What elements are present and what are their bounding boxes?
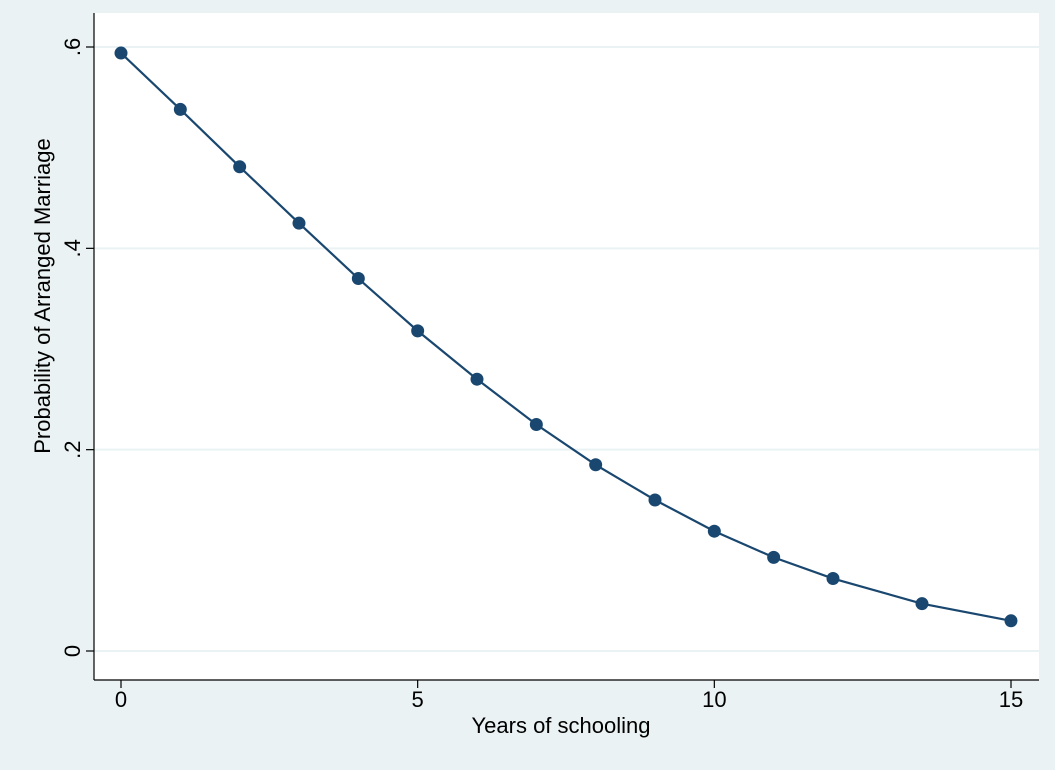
x-ticks: 0 5 10 15: [115, 680, 1023, 712]
series-group: [114, 46, 1018, 628]
y-tick-label: .6: [60, 38, 85, 56]
data-point: [470, 372, 484, 386]
data-point: [707, 524, 721, 538]
data-point: [411, 324, 425, 338]
y-tick-label: .2: [60, 440, 85, 458]
data-point: [589, 458, 603, 472]
y-tick-label: .4: [60, 239, 85, 257]
data-point: [173, 102, 187, 116]
data-point: [114, 46, 128, 60]
y-axis-title: Probability of Arranged Marriage: [30, 138, 55, 454]
data-point: [351, 272, 365, 286]
grid-lines: [94, 46, 1039, 652]
data-point: [1004, 614, 1018, 628]
data-point: [529, 418, 543, 431]
data-point: [767, 550, 781, 564]
x-tick-label: 0: [115, 687, 127, 712]
plot-area: [94, 13, 1039, 680]
data-point: [826, 572, 840, 586]
x-tick-label: 5: [412, 687, 424, 712]
y-tick-label: 0: [60, 645, 85, 657]
data-point: [915, 597, 929, 611]
data-point: [648, 493, 662, 507]
data-point: [292, 216, 306, 230]
x-tick-label: 15: [999, 687, 1023, 712]
x-axis-title: Years of schooling: [472, 713, 651, 738]
x-tick-label: 10: [702, 687, 726, 712]
y-ticks: 0 .2 .4 .6: [60, 38, 94, 657]
data-point: [233, 160, 247, 174]
axes: [93, 13, 1039, 681]
